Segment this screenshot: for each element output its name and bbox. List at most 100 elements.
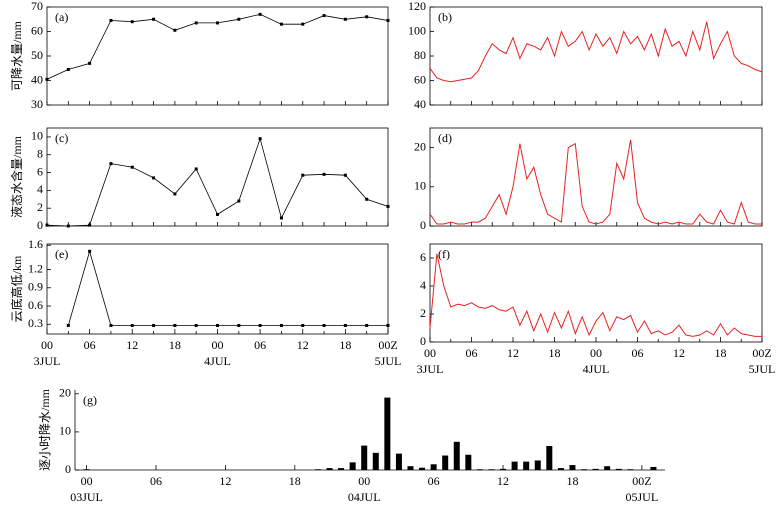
data-point (365, 197, 369, 201)
bar (650, 466, 657, 470)
data-point (66, 67, 70, 71)
data-point (365, 323, 369, 327)
x-tick-label: 00Z (632, 474, 651, 488)
bar (511, 461, 518, 470)
bar (523, 461, 530, 470)
y-tick-label: 0 (420, 218, 426, 232)
x-tick-label: 12 (673, 346, 685, 360)
data-line (46, 137, 389, 227)
y-tick-label: 0.3 (28, 316, 43, 330)
y-tick-label: 1.2 (28, 261, 43, 275)
x-tick-label: 06 (632, 346, 644, 360)
bar (419, 467, 426, 470)
data-point (194, 167, 198, 171)
x-tick-label: 00 (424, 346, 436, 360)
bar (372, 452, 379, 470)
data-point (216, 212, 219, 216)
date-label: 04JUL (348, 490, 381, 504)
y-tick-label: 50 (31, 48, 43, 62)
data-point (258, 137, 262, 141)
y-tick-label: 20 (414, 139, 426, 153)
bar (476, 469, 483, 470)
x-tick-label: 12 (126, 338, 138, 352)
bar (442, 455, 449, 470)
data-point (279, 22, 283, 26)
data-point (237, 199, 241, 203)
data-point (130, 323, 134, 327)
date-label: 03JUL (70, 490, 103, 504)
data-point (237, 323, 241, 327)
plot-frame (46, 243, 389, 335)
data-point (152, 176, 156, 180)
data-line (429, 139, 762, 225)
bar (395, 453, 402, 470)
data-point (109, 162, 113, 166)
y-tick-label: 10 (31, 129, 43, 143)
bar (488, 469, 495, 470)
y-tick-label: 2 (37, 200, 43, 214)
x-tick-label: 06 (84, 338, 96, 352)
data-point (386, 18, 390, 22)
data-point (301, 22, 305, 26)
plot-frame (429, 243, 763, 343)
data-point (45, 77, 49, 81)
panel-label: (f) (438, 247, 450, 261)
y-axis-label: 逐小时降水/mm (38, 388, 52, 471)
bar (627, 469, 634, 470)
data-point (194, 21, 198, 25)
data-point (152, 323, 156, 327)
y-axis-label: 液态水含量/mm (9, 135, 24, 218)
y-tick-label: 120 (408, 0, 426, 13)
bar (569, 465, 576, 470)
data-line (429, 21, 763, 83)
date-label: 3JUL (34, 354, 61, 368)
x-tick-label: 18 (169, 338, 181, 352)
date-label: 5JUL (375, 354, 402, 368)
x-tick-label: 18 (339, 338, 351, 352)
date-label: 4JUL (204, 354, 231, 368)
y-tick-label: 6 (420, 250, 426, 264)
x-tick-label: 06 (150, 474, 162, 488)
y-axis-label: 云底高低/km (9, 255, 24, 322)
data-point (66, 224, 70, 228)
x-tick-label: 00Z (752, 346, 771, 360)
bar (534, 460, 541, 470)
bar (314, 469, 321, 470)
x-tick-label: 18 (715, 346, 727, 360)
x-tick-label: 00Z (378, 338, 397, 352)
x-tick-label: 00 (81, 474, 93, 488)
x-tick-label: 18 (566, 474, 578, 488)
y-tick-label: 0 (420, 334, 426, 348)
data-point (322, 323, 326, 327)
bar (465, 454, 472, 470)
data-point (365, 15, 369, 19)
x-tick-label: 00 (212, 338, 224, 352)
y-tick-label: 4 (37, 182, 43, 196)
bar (83, 469, 90, 470)
bar (581, 469, 588, 470)
data-point (66, 323, 70, 327)
bar (384, 397, 391, 470)
data-point (88, 223, 92, 227)
bar (338, 468, 345, 470)
data-point (301, 173, 305, 177)
data-point (343, 17, 347, 21)
y-tick-label: 0.9 (28, 280, 43, 294)
plot-frame (429, 127, 763, 227)
data-point (258, 323, 262, 327)
data-point (130, 20, 134, 24)
data-point (216, 323, 219, 327)
data-point (258, 12, 262, 16)
panel-label: (b) (438, 10, 452, 24)
y-tick-label: 40 (414, 97, 426, 111)
data-point (343, 173, 347, 177)
y-tick-label: 6 (37, 164, 43, 178)
x-tick-label: 12 (297, 338, 309, 352)
date-label: 05JUL (626, 490, 659, 504)
data-point (88, 249, 92, 253)
panel-label: (e) (55, 247, 68, 261)
x-tick-label: 12 (507, 346, 519, 360)
data-point (279, 323, 283, 327)
panel-label: (a) (55, 10, 68, 24)
